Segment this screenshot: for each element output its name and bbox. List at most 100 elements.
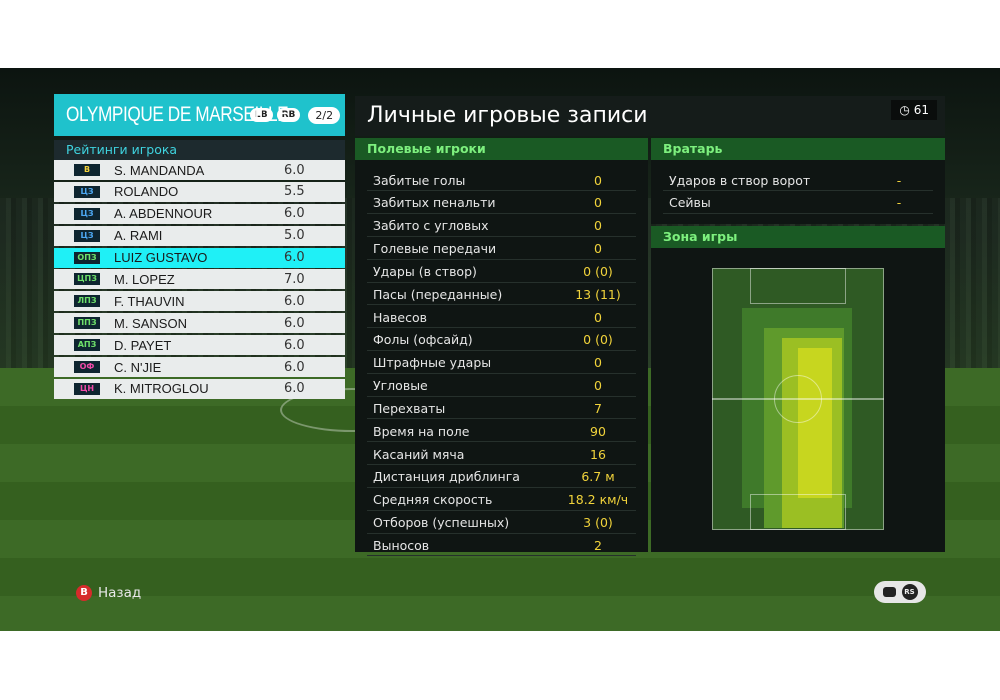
position-badge: ЦПЗ (74, 273, 100, 286)
stat-value: 13 (11) (575, 286, 621, 302)
rs-button-icon: RS (901, 584, 918, 600)
stat-value: - (896, 195, 902, 211)
stat-label: Перехваты (373, 400, 446, 416)
player-row[interactable]: ЦЗ A. RAMI 5.0 (54, 225, 345, 246)
page-indicator: 2/2 (308, 106, 341, 124)
position-badge: АПЗ (74, 339, 100, 352)
stat-label: Дистанция дриблинга (373, 469, 520, 485)
position-badge: ЦЗ (74, 185, 100, 198)
player-name: LUIZ GUSTAVO (114, 250, 208, 266)
position-badge: ППЗ (74, 317, 100, 330)
game-screen: OLYMPIQUE DE MARSEILLE LB RB 2/2 Рейтинг… (0, 68, 1000, 631)
stat-row: Выносов 2 (367, 535, 636, 557)
position-badge: ОФ (74, 361, 100, 374)
page-title-text: Личные игровые записи (367, 103, 648, 128)
stat-row: Забитые голы 0 (367, 170, 636, 192)
top-penalty-box (750, 268, 846, 304)
player-name: M. SANSON (114, 315, 187, 331)
lb-button[interactable]: LB (250, 108, 273, 122)
team-header: OLYMPIQUE DE MARSEILLE LB RB 2/2 (54, 94, 345, 136)
goalkeeper-title: Вратарь (651, 138, 945, 160)
stat-value: 0 (594, 309, 602, 325)
page-title: Личные игровые записи ◷ 61 (355, 96, 945, 136)
player-rating: 6.0 (284, 315, 305, 331)
player-row[interactable]: АПЗ D. PAYET 6.0 (54, 335, 345, 356)
stat-label: Угловые (373, 378, 428, 394)
stat-value: 18.2 км/ч (567, 492, 629, 508)
stat-row: Забитых пенальти 0 (367, 193, 636, 215)
stat-row: Пасы (переданные) 13 (11) (367, 284, 636, 306)
heat-zone-peak (798, 348, 832, 498)
stat-value: 16 (590, 446, 606, 462)
player-rating: 6.0 (284, 359, 305, 375)
goalkeeper-stats-list: Ударов в створ ворот - Сейвы - (651, 170, 945, 215)
stat-label: Удары (в створ) (373, 263, 477, 279)
player-rating: 6.0 (284, 381, 305, 397)
stat-value: 0 (594, 218, 602, 234)
player-row[interactable]: ЦЗ A. ABDENNOUR 6.0 (54, 203, 345, 224)
stat-label: Штрафные удары (373, 355, 492, 371)
player-row[interactable]: ППЗ M. SANSON 6.0 (54, 313, 345, 334)
stat-row: Навесов 0 (367, 307, 636, 329)
player-name: K. MITROGLOU (114, 381, 209, 397)
stat-row: Сейвы - (663, 193, 933, 215)
play-zone-title: Зона игры (651, 226, 945, 248)
stat-row: Удары (в створ) 0 (0) (367, 261, 636, 283)
stat-label: Отборов (успешных) (373, 515, 510, 531)
player-rating: 6.0 (284, 337, 305, 353)
player-name: A. ABDENNOUR (114, 206, 213, 222)
chat-icon (882, 587, 896, 597)
stat-label: Касаний мяча (373, 446, 465, 462)
player-name: A. RAMI (114, 228, 163, 244)
player-row[interactable]: ЛПЗ F. THAUVIN 6.0 (54, 291, 345, 312)
position-badge: ЦН (74, 382, 100, 395)
player-name: C. N'JIE (114, 359, 162, 375)
player-row[interactable]: ОПЗ LUIZ GUSTAVO 6.0 (54, 247, 345, 268)
stat-label: Забито с угловых (373, 218, 489, 234)
stat-row: Фолы (офсайд) 0 (0) (367, 330, 636, 351)
stat-value: 0 (594, 195, 602, 211)
team-name: OLYMPIQUE DE MARSEILLE (66, 103, 289, 126)
player-rating: 7.0 (284, 271, 305, 287)
stat-row: Перехваты 7 (367, 398, 636, 420)
goalkeeper-panel: Вратарь Ударов в створ ворот - Сейвы - (651, 138, 945, 224)
field-players-title: Полевые игроки (355, 138, 648, 160)
player-row[interactable]: ЦН K. MITROGLOU 6.0 (54, 378, 345, 399)
stat-value: 0 (594, 241, 602, 257)
timer-value: 61 (913, 103, 929, 117)
stat-value: 0 (594, 172, 602, 188)
player-row[interactable]: ЦПЗ M. LOPEZ 7.0 (54, 269, 345, 290)
stat-row: Штрафные удары 0 (367, 353, 636, 374)
chat-button[interactable]: RS (874, 581, 926, 603)
stat-label: Фолы (офсайд) (373, 332, 473, 348)
stat-row: Голевые передачи 0 (367, 238, 636, 260)
field-players-panel: Полевые игроки Забитые голы 0 Забитых пена… (355, 138, 648, 557)
stat-row: Забито с угловых 0 (367, 216, 636, 237)
stat-value: 3 (0) (583, 515, 613, 531)
rb-button[interactable]: RB (276, 108, 301, 122)
player-row[interactable]: ЦЗ ROLANDO 5.5 (54, 181, 345, 202)
stat-label: Пасы (переданные) (373, 286, 503, 302)
heatmap-field (712, 268, 884, 530)
b-key-icon: B (76, 585, 92, 601)
ratings-title: Рейтинги игрока (54, 140, 345, 160)
back-label: Назад (98, 585, 142, 601)
stat-row: Угловые 0 (367, 375, 636, 397)
stat-value: 6.7 м (581, 469, 615, 485)
player-row[interactable]: В S. MANDANDA 6.0 (54, 160, 345, 180)
stat-value: 90 (590, 423, 606, 439)
stat-label: Навесов (373, 309, 428, 325)
player-name: F. THAUVIN (114, 293, 185, 309)
stat-label: Забитых пенальти (373, 195, 496, 211)
timer: ◷ 61 (891, 100, 937, 120)
stat-label: Ударов в створ ворот (669, 172, 811, 188)
back-button[interactable]: B Назад (76, 585, 141, 601)
stat-row: Ударов в створ ворот - (663, 170, 933, 192)
stat-row: Дистанция дриблинга 6.7 м (367, 467, 636, 488)
player-row[interactable]: ОФ C. N'JIE 6.0 (54, 357, 345, 378)
stat-value: 0 (594, 378, 602, 394)
player-rating: 6.0 (284, 250, 305, 266)
stat-label: Средняя скорость (373, 492, 493, 508)
stat-row: Касаний мяча 16 (367, 444, 636, 466)
position-badge: В (74, 164, 100, 176)
